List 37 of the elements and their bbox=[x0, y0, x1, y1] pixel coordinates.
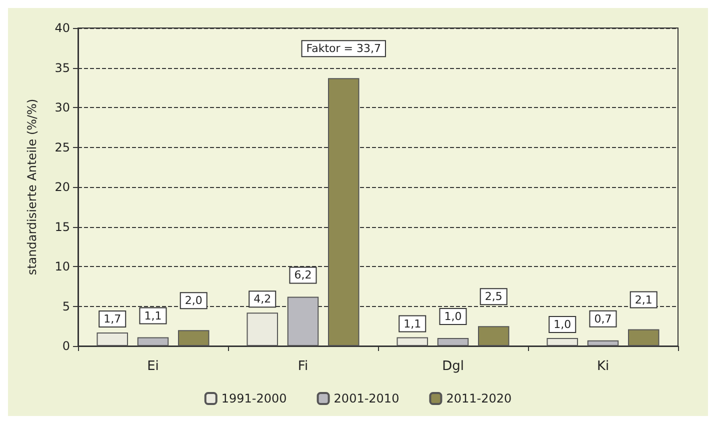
data-label: 6,2 bbox=[294, 268, 312, 282]
bar bbox=[628, 329, 660, 346]
bar bbox=[328, 78, 360, 346]
y-tick-label: 10 bbox=[54, 260, 70, 274]
bar bbox=[287, 296, 319, 346]
legend-label: 2011-2020 bbox=[446, 392, 512, 406]
data-label: 1,7 bbox=[104, 312, 122, 326]
data-label: 2,5 bbox=[484, 290, 502, 304]
y-tick-label: 0 bbox=[62, 339, 70, 353]
y-tick-label: 5 bbox=[62, 299, 70, 314]
bar bbox=[137, 337, 169, 346]
y-axis-title: standardisierte Anteile (%/%) bbox=[25, 98, 39, 276]
x-tick-label: Ei bbox=[147, 359, 159, 374]
legend-label: 2001-2010 bbox=[334, 392, 400, 406]
data-label: 1,0 bbox=[444, 310, 462, 324]
data-label: 1,0 bbox=[554, 318, 572, 332]
data-label: 1,1 bbox=[404, 317, 422, 330]
bar bbox=[587, 340, 619, 346]
data-label: Faktor = 33,7 bbox=[306, 42, 381, 56]
x-tick-label: Dgl bbox=[442, 359, 464, 374]
data-label: 0,7 bbox=[594, 312, 612, 326]
y-tick-label: 20 bbox=[54, 180, 70, 194]
y-tick-label: 25 bbox=[54, 140, 70, 154]
data-label: 1,1 bbox=[144, 309, 162, 322]
bar bbox=[437, 338, 469, 346]
bar bbox=[178, 330, 210, 346]
y-tick-label: 15 bbox=[54, 220, 70, 234]
bar bbox=[478, 326, 510, 346]
x-tick-label: Fi bbox=[298, 359, 308, 374]
y-tick-label: 30 bbox=[54, 100, 70, 114]
legend-label: 1991-2000 bbox=[221, 392, 287, 406]
data-label: 2,0 bbox=[184, 294, 202, 308]
x-tick-label: Ki bbox=[596, 359, 610, 374]
data-label: 4,2 bbox=[254, 292, 272, 306]
y-tick-label: 35 bbox=[54, 60, 70, 75]
y-tick-label: 40 bbox=[54, 21, 70, 35]
data-label: 2,1 bbox=[634, 293, 652, 306]
